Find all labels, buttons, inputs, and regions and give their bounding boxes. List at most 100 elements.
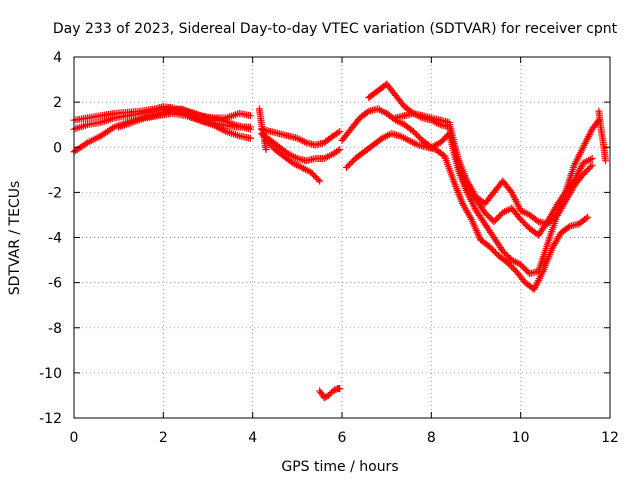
data-point [82, 140, 90, 148]
data-point [518, 217, 526, 225]
data-point [438, 137, 446, 145]
y-tick-label: 4 [53, 50, 62, 66]
data-point [482, 210, 490, 218]
data-point [564, 223, 572, 231]
data-point [503, 252, 511, 260]
series-track-9 [316, 385, 344, 402]
data-point [316, 177, 324, 185]
series-track-13 [392, 109, 603, 228]
data-point [523, 267, 531, 275]
data-point [502, 250, 510, 258]
y-tick-label: 0 [53, 140, 62, 156]
y-tick-label: 2 [53, 95, 62, 111]
y-tick-label: -8 [48, 321, 62, 337]
data-point [334, 129, 342, 137]
data-point [582, 214, 590, 222]
data-point [517, 261, 525, 269]
chart-title: Day 233 of 2023, Sidereal Day-to-day VTE… [53, 21, 618, 37]
x-tick-label: 4 [248, 430, 257, 446]
series-track-14 [595, 107, 610, 165]
data-point [584, 166, 592, 174]
data-point [442, 133, 450, 141]
data-point [490, 218, 498, 226]
data-point [518, 262, 526, 270]
data-point [487, 215, 495, 223]
data-point [262, 146, 270, 154]
series-track-7 [262, 136, 324, 185]
data-point [313, 174, 321, 182]
data-point [488, 246, 496, 254]
data-point [588, 155, 596, 163]
data-point [329, 387, 337, 395]
x-tick-label: 0 [70, 430, 79, 446]
data-point [496, 212, 504, 220]
data-point [548, 215, 556, 223]
data-point [414, 132, 422, 140]
data-point [331, 386, 339, 394]
data-point [584, 213, 592, 221]
data-point [509, 264, 517, 272]
data-point [491, 249, 499, 257]
data-point [543, 220, 551, 228]
data-point [308, 170, 316, 178]
x-tick-label: 6 [338, 430, 347, 446]
x-tick-label: 12 [601, 430, 619, 446]
data-point [508, 263, 516, 271]
data-point [311, 173, 319, 181]
series-track-8 [255, 105, 270, 154]
data-point [493, 215, 501, 223]
data-point [533, 217, 541, 225]
data-point [485, 243, 493, 251]
data-point [412, 130, 420, 138]
data-point [322, 393, 330, 401]
data-point [494, 213, 502, 221]
data-point [326, 390, 334, 398]
data-point [409, 127, 417, 135]
data-point [505, 253, 513, 261]
data-point [336, 127, 344, 135]
data-point [602, 157, 610, 165]
data-point [523, 221, 531, 229]
data-point [545, 218, 553, 226]
data-point [490, 247, 498, 255]
data-point [582, 167, 590, 175]
data-point [500, 249, 508, 257]
data-point [506, 261, 514, 269]
x-tick-label: 8 [427, 430, 436, 446]
data-point [336, 146, 344, 154]
y-tick-label: -4 [48, 231, 62, 247]
data-point [521, 265, 529, 273]
data-point [345, 161, 353, 169]
data-point [588, 161, 596, 169]
data-point [347, 159, 355, 167]
series-track-10 [342, 130, 592, 293]
data-point [336, 385, 344, 393]
data-point [587, 163, 595, 171]
data-point [521, 220, 529, 228]
data-point [246, 125, 254, 133]
data-point [310, 171, 318, 179]
data-point [439, 136, 447, 144]
data-point [307, 168, 315, 176]
points-layer [70, 80, 610, 402]
data-point [581, 169, 589, 177]
data-point [491, 216, 499, 224]
data-point [246, 134, 254, 142]
data-point [415, 133, 423, 141]
x-tick-label: 2 [159, 430, 168, 446]
ticks-layer: 0 2 4 6 8 10 12 -12 -10 -8 -6 -4 -2 0 2 4 [39, 50, 619, 446]
data-point [246, 112, 254, 120]
data-point [524, 268, 532, 276]
y-tick-label: -12 [39, 411, 62, 427]
data-point [487, 244, 495, 252]
data-point [517, 215, 525, 223]
data-point [344, 162, 352, 170]
y-tick-label: -6 [48, 276, 62, 292]
data-point [503, 258, 511, 266]
data-point [499, 247, 507, 255]
data-point [436, 139, 444, 147]
x-axis-label: GPS time / hours [281, 459, 398, 475]
data-point [267, 141, 275, 149]
data-point [320, 394, 328, 402]
